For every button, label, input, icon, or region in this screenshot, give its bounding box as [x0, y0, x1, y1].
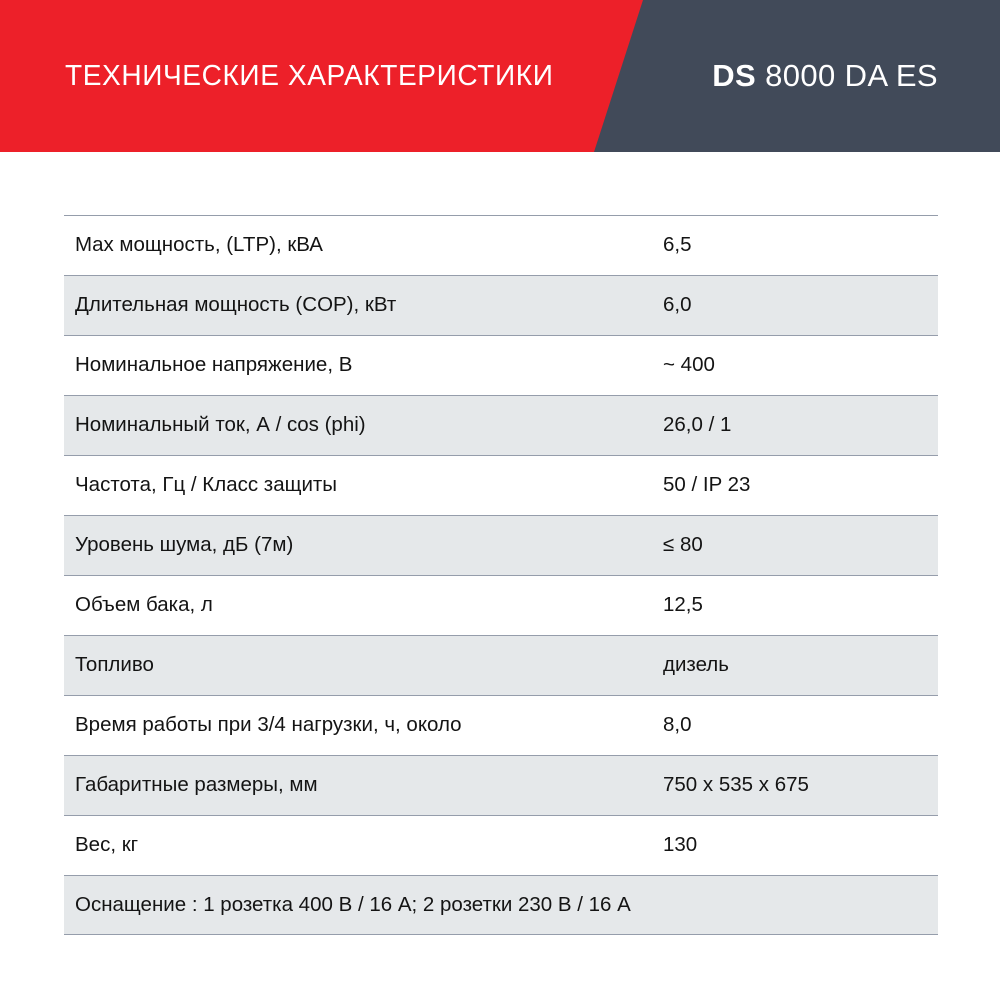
- spec-label: Номинальный ток, А / cos (phi): [75, 413, 366, 437]
- table-row: Объем бака, л 12,5: [64, 575, 938, 635]
- spec-label: Объем бака, л: [75, 593, 213, 617]
- spec-label: Max мощность, (LTP), кВА: [75, 233, 323, 257]
- header-red-panel: [0, 0, 643, 152]
- spec-value: 8,0: [663, 713, 692, 737]
- spec-label: Топливо: [75, 653, 154, 677]
- spec-label: Время работы при 3/4 нагрузки, ч, около: [75, 713, 462, 737]
- spec-label: Вес, кг: [75, 833, 139, 857]
- table-row: Номинальный ток, А / cos (phi) 26,0 / 1: [64, 395, 938, 455]
- spec-label: Длительная мощность (COP), кВт: [75, 293, 397, 317]
- table-row: Частота, Гц / Класс защиты 50 / IP 23: [64, 455, 938, 515]
- model-brand-prefix: DS: [712, 58, 757, 93]
- spec-value: ≤ 80: [663, 533, 703, 557]
- spec-label: Оснащение : 1 розетка 400 В / 16 А; 2 ро…: [75, 892, 631, 916]
- product-model-name: DS 8000 DA ES: [712, 0, 938, 152]
- specifications-table: Max мощность, (LTP), кВА 6,5 Длительная …: [64, 215, 938, 935]
- spec-value: 26,0 / 1: [663, 413, 732, 437]
- table-row: Габаритные размеры, мм 750 x 535 x 675: [64, 755, 938, 815]
- table-row-equipment: Оснащение : 1 розетка 400 В / 16 А; 2 ро…: [64, 875, 938, 935]
- spec-value: 6,5: [663, 233, 692, 257]
- spec-value: 6,0: [663, 293, 692, 317]
- spec-value: 130: [663, 833, 698, 857]
- spec-label: Габаритные размеры, мм: [75, 773, 318, 797]
- table-row: Топливо дизель: [64, 635, 938, 695]
- table-row: Номинальное напряжение, В ~ 400: [64, 335, 938, 395]
- spec-label: Уровень шума, дБ (7м): [75, 533, 294, 557]
- spec-value: 50 / IP 23: [663, 473, 751, 497]
- spec-value: дизель: [663, 653, 729, 677]
- table-row: Вес, кг 130: [64, 815, 938, 875]
- spec-label: Частота, Гц / Класс защиты: [75, 473, 338, 497]
- spec-label: Номинальное напряжение, В: [75, 353, 353, 377]
- spec-value: 12,5: [663, 593, 703, 617]
- header-banner: ТЕХНИЧЕСКИЕ ХАРАКТЕРИСТИКИ DS 8000 DA ES: [0, 0, 1000, 152]
- table-row: Длительная мощность (COP), кВт 6,0: [64, 275, 938, 335]
- table-row: Время работы при 3/4 нагрузки, ч, около …: [64, 695, 938, 755]
- model-number: 8000 DA ES: [765, 58, 938, 93]
- spec-value: ~ 400: [663, 353, 715, 377]
- table-row: Уровень шума, дБ (7м) ≤ 80: [64, 515, 938, 575]
- table-row: Max мощность, (LTP), кВА 6,5: [64, 215, 938, 275]
- page-title: ТЕХНИЧЕСКИЕ ХАРАКТЕРИСТИКИ: [65, 59, 554, 92]
- spec-value: 750 x 535 x 675: [663, 773, 809, 797]
